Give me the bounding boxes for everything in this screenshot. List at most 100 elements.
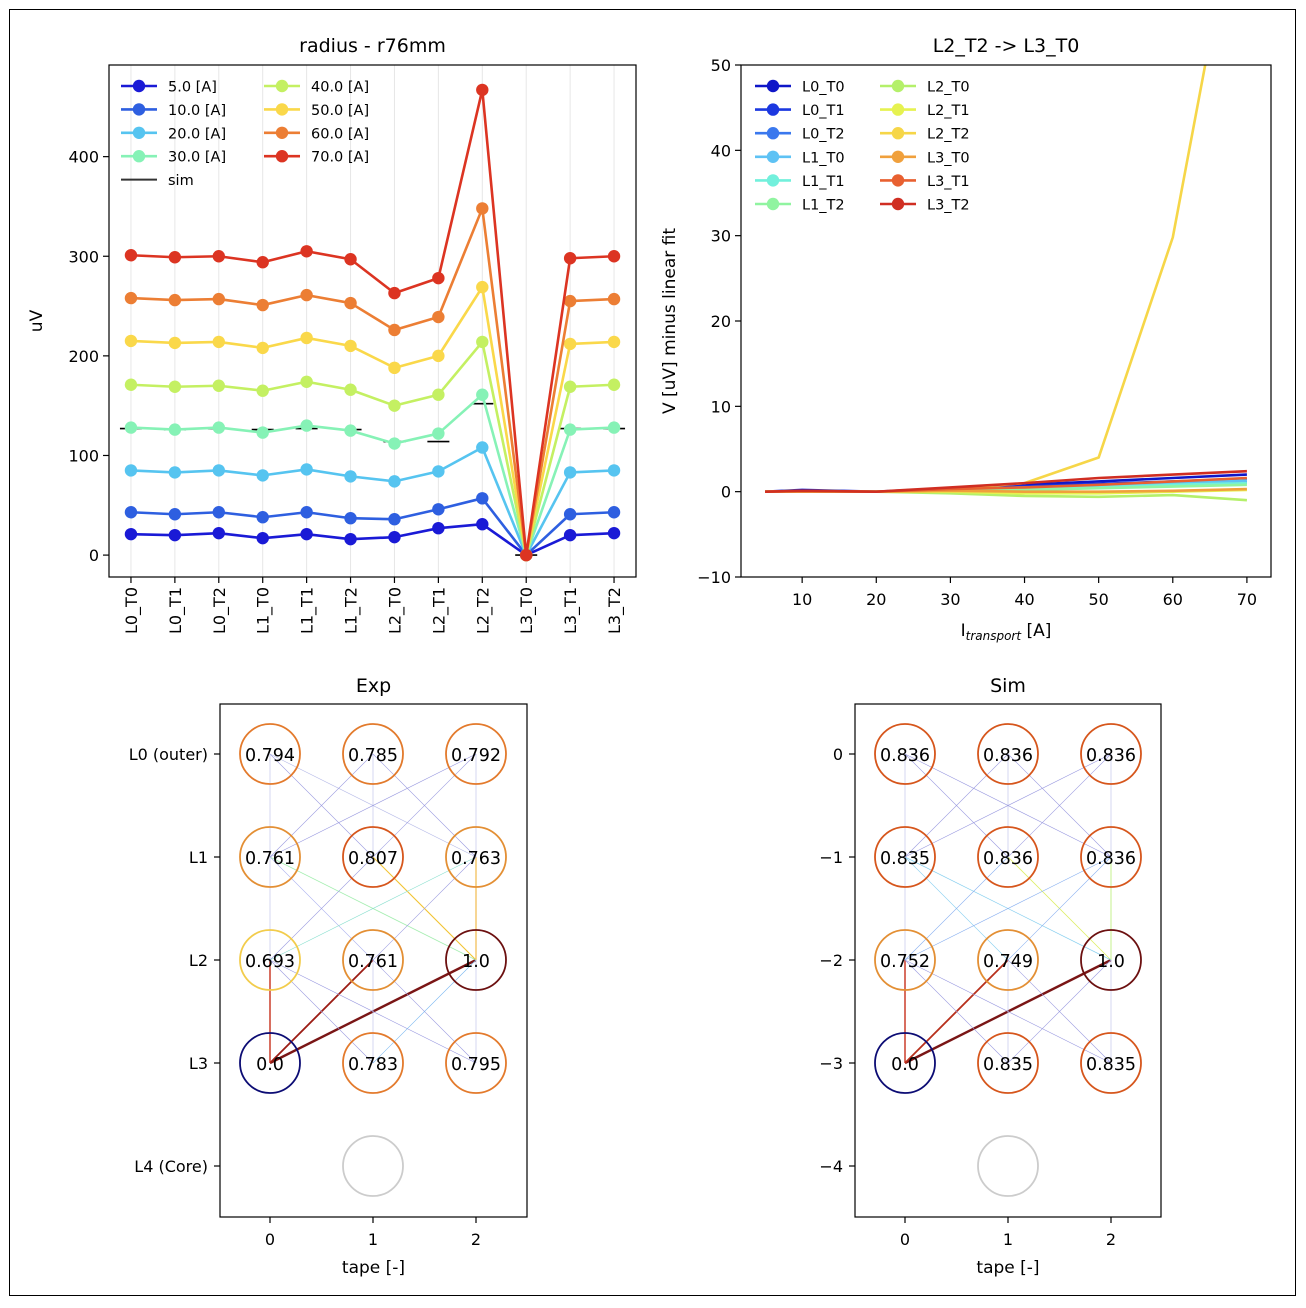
node-label: 0.794 — [245, 746, 295, 766]
plot-area-border — [219, 703, 528, 1218]
data-point — [607, 378, 621, 391]
y-tick-label: 0 — [721, 483, 731, 502]
node-circle — [342, 826, 404, 888]
node-label: 0.693 — [245, 952, 295, 972]
node-circle — [977, 826, 1039, 888]
data-point — [607, 506, 621, 519]
data-point — [607, 250, 621, 263]
data-point — [256, 341, 269, 355]
data-point — [168, 336, 182, 350]
node-label: 0.783 — [348, 1055, 398, 1075]
node-circle — [445, 929, 507, 991]
node-label: 0.835 — [983, 1055, 1033, 1075]
x-tick-label: L3_T0 — [517, 587, 537, 634]
y-tick-label: 0 — [833, 745, 843, 764]
series-line — [130, 340, 615, 557]
data-point — [388, 530, 401, 544]
legend-marker — [891, 127, 905, 140]
legend-label: L3_T0 — [927, 150, 970, 166]
node-label: 0.807 — [348, 849, 398, 869]
x-tick-label: 50 — [1088, 590, 1108, 609]
x-tick-label: 30 — [940, 590, 960, 609]
legend-label: 20.0 [A] — [168, 126, 226, 142]
data-point — [388, 399, 401, 412]
legend-label: L3_T1 — [927, 174, 970, 190]
data-point — [212, 379, 225, 392]
y-tick-label: 300 — [68, 247, 99, 266]
y-tick-label: L1 — [189, 848, 208, 867]
series-line — [130, 497, 615, 557]
node-circle — [977, 1032, 1039, 1094]
y-tick-label: −2 — [819, 951, 843, 970]
data-point — [124, 506, 138, 519]
data-point — [212, 464, 225, 477]
y-tick-label: 20 — [711, 312, 731, 331]
legend-marker — [891, 197, 905, 211]
legend-label: L1_T1 — [802, 174, 845, 190]
legend-label: L3_T2 — [927, 198, 970, 214]
series-line — [130, 446, 615, 557]
node-circle — [874, 929, 936, 991]
legend-marker — [132, 126, 146, 139]
legend-label: L0_T2 — [802, 127, 845, 143]
edge-line — [904, 753, 1112, 858]
node-label: 0.836 — [983, 746, 1033, 766]
node-label: 0.749 — [983, 952, 1033, 972]
node-circle — [874, 1032, 936, 1094]
node-circle — [342, 1032, 404, 1094]
legend-label: 30.0 [A] — [168, 150, 226, 166]
legend-label: L0_T0 — [802, 80, 845, 96]
x-tick-label: 1 — [368, 1230, 378, 1249]
edge-line — [269, 856, 374, 961]
node-circle — [239, 826, 301, 888]
data-point — [300, 331, 313, 345]
series-line — [130, 88, 615, 557]
data-point — [476, 335, 489, 349]
node-circle — [445, 1032, 507, 1094]
node-circle — [1080, 1032, 1142, 1094]
chart-linear-fit: L2_T2 -> L3_T0 V [uV] minus linear fit Itr… — [660, 35, 1272, 643]
legend-marker — [275, 150, 289, 163]
data-point — [344, 383, 357, 396]
legend-marker — [275, 79, 289, 93]
chart-exp-network: Exp tape [-] 0 1 2 L0 (outer) L1 L2 L3 L4 (Core) 0… — [129, 675, 528, 1278]
data-point — [476, 492, 489, 505]
x-axis-label: tape [-] — [976, 1258, 1039, 1278]
data-point — [300, 506, 313, 519]
node-circle — [1080, 826, 1142, 888]
data-point — [300, 527, 313, 541]
legend-marker — [766, 103, 780, 116]
x-tick-label: L0_T2 — [210, 587, 230, 634]
chart-title: L2_T2 -> L3_T0 — [933, 35, 1080, 57]
data-point — [300, 245, 313, 258]
series-line — [130, 207, 615, 557]
edge-line — [372, 959, 477, 1064]
edge-line — [904, 856, 1009, 961]
legend-marker — [891, 79, 905, 93]
node-circle — [239, 723, 301, 785]
x-tick-label: L2_T1 — [429, 587, 449, 634]
data-point — [300, 463, 313, 476]
y-tick-label: −1 — [819, 848, 843, 867]
data-point — [256, 384, 269, 397]
data-point — [168, 466, 182, 479]
legend-marker — [132, 150, 146, 163]
legend-marker — [766, 79, 780, 93]
y-tick-label: L2 — [189, 951, 208, 970]
legend-label: 40.0 [A] — [311, 80, 369, 96]
legend-label: 60.0 [A] — [311, 126, 369, 142]
data-point — [476, 518, 489, 531]
y-tick-label: 200 — [68, 347, 99, 366]
edge-line — [269, 856, 477, 961]
node-circle — [1080, 929, 1142, 991]
legend-label: sim — [168, 173, 194, 189]
x-tick-label: L3_T1 — [561, 587, 581, 634]
node-label: 0.752 — [880, 952, 930, 972]
data-point — [607, 421, 621, 434]
node-label: 1.0 — [1097, 952, 1125, 972]
data-point — [520, 548, 533, 562]
edge-line — [904, 959, 1009, 1064]
legend-marker — [132, 103, 146, 116]
node-label: 0.0 — [256, 1055, 284, 1075]
